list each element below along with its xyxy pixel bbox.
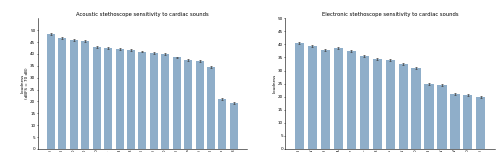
Title: Acoustic stethoscope sensitivity to cardiac sounds: Acoustic stethoscope sensitivity to card… (76, 12, 209, 17)
Bar (360, 56, 368, 149)
Bar (47, 34, 55, 149)
Y-axis label: Loudness: Loudness (272, 74, 276, 93)
Bar (424, 84, 434, 149)
Bar (104, 48, 112, 149)
Bar (138, 52, 146, 149)
Bar (184, 60, 192, 149)
Bar (334, 48, 342, 149)
Bar (346, 51, 356, 149)
Bar (196, 61, 203, 149)
Bar (218, 99, 226, 149)
Bar (308, 46, 316, 149)
Bar (320, 50, 330, 149)
Bar (372, 59, 382, 149)
Bar (116, 49, 124, 149)
Y-axis label: Loudness
(dBFS = 70 dB): Loudness (dBFS = 70 dB) (20, 68, 29, 99)
Bar (386, 60, 394, 149)
Bar (70, 40, 78, 149)
Bar (230, 103, 238, 149)
Title: Electronic stethoscope sensitivity to cardiac sounds: Electronic stethoscope sensitivity to ca… (322, 12, 458, 17)
Bar (476, 97, 486, 149)
Bar (162, 54, 170, 149)
Bar (82, 41, 90, 149)
Bar (150, 53, 158, 149)
Bar (172, 57, 180, 149)
Bar (58, 38, 66, 149)
Bar (127, 50, 135, 149)
Bar (92, 47, 100, 149)
Bar (412, 68, 420, 149)
Bar (438, 85, 446, 149)
Bar (207, 67, 215, 149)
Bar (450, 94, 460, 149)
Bar (294, 43, 304, 149)
Bar (398, 64, 407, 149)
Bar (464, 95, 472, 149)
